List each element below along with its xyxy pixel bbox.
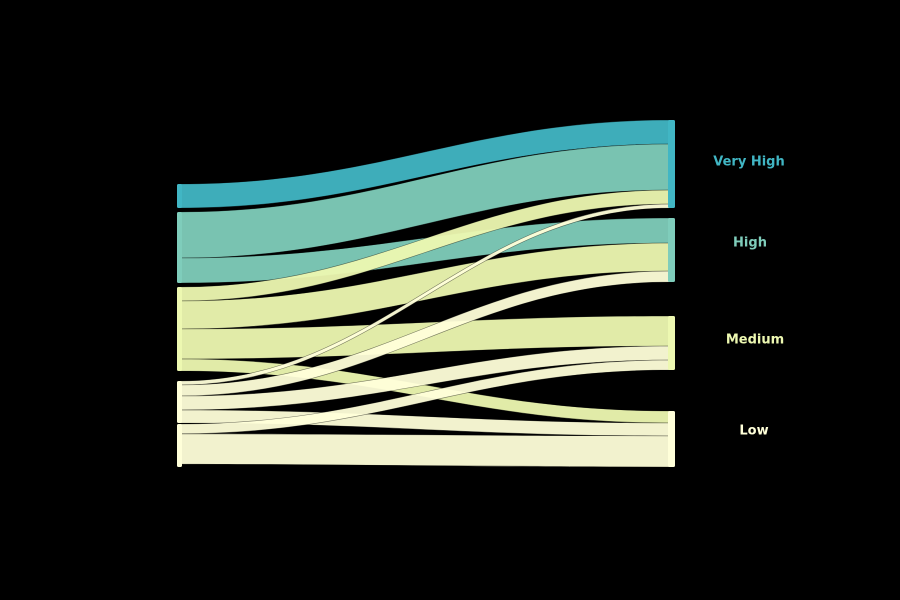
target-node bbox=[668, 120, 675, 208]
source-node bbox=[177, 184, 182, 208]
target-node bbox=[668, 316, 675, 370]
label-very-high: Very High bbox=[713, 154, 785, 170]
sankey-link bbox=[179, 433, 671, 468]
source-node bbox=[177, 212, 182, 283]
target-node bbox=[668, 411, 675, 467]
label-medium: Medium bbox=[725, 332, 785, 348]
label-low: Low bbox=[739, 423, 769, 439]
label-high: High bbox=[733, 235, 767, 251]
source-node bbox=[177, 381, 182, 423]
source-node bbox=[177, 287, 182, 371]
target-node bbox=[668, 218, 675, 282]
links bbox=[179, 119, 671, 468]
source-node bbox=[177, 424, 182, 467]
